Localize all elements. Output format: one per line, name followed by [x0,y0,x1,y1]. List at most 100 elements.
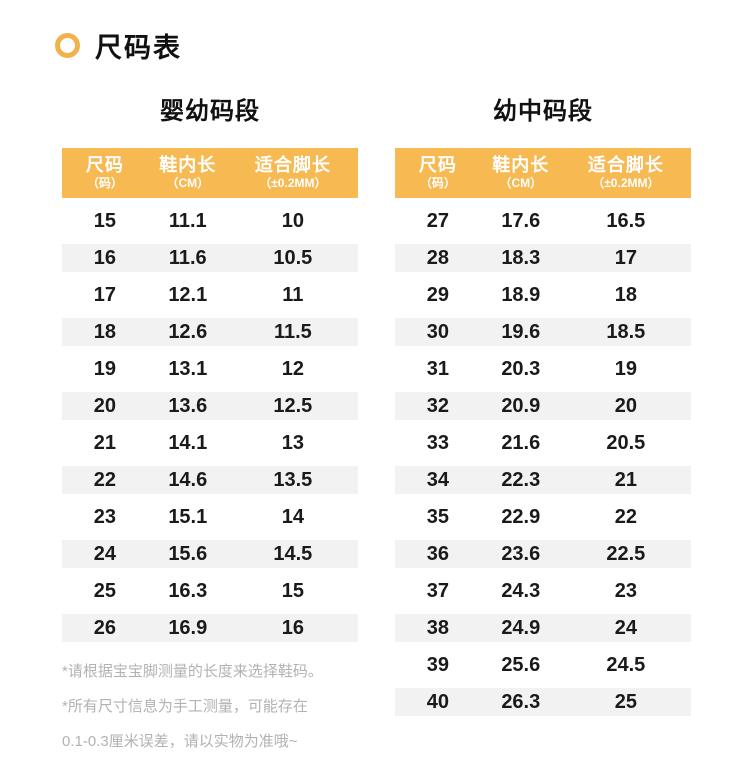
table-row: 29 18.9 18 [395,281,691,309]
size-cell: 25 [93,579,117,602]
foot-length-cell: 13 [281,431,304,454]
size-cell: 18 [93,320,117,343]
size-cell: 39 [426,653,450,676]
size-cell: 16 [93,246,117,269]
inner-length-cell: 11.1 [168,209,207,232]
header-foot-length-sub: （±0.2MM） [259,176,327,190]
table-row: 30 19.6 18.5 [395,318,691,346]
table-title-infant: 婴幼码段 [160,98,260,125]
header-size: 尺码 （码） [62,148,148,198]
size-cell: 17 [93,283,117,306]
size-cell: 29 [426,283,450,306]
header-foot-length-main: 适合脚长 [587,155,664,175]
foot-length-cell: 24 [614,616,637,639]
header-inner-length-main: 鞋内长 [492,155,550,175]
table-title-toddler: 幼中码段 [493,98,593,125]
foot-length-cell: 12.5 [273,394,313,417]
table-row: 39 25.6 24.5 [395,651,691,679]
size-cell: 15 [93,209,117,232]
table-row: 24 15.6 14.5 [62,540,358,568]
foot-length-cell: 22.5 [606,542,646,565]
foot-length-cell: 11 [282,283,304,306]
footnotes: *请根据宝宝脚测量的长度来选择鞋码。 *所有尺寸信息为手工测量，可能存在 0.1… [62,654,402,759]
inner-length-cell: 15.6 [168,542,208,565]
foot-length-cell: 10.5 [273,246,313,269]
table-row: 32 20.9 20 [395,392,691,420]
header-size-main: 尺码 [418,155,457,175]
foot-length-cell: 16 [281,616,304,639]
inner-length-cell: 24.9 [501,616,541,639]
footnote-line: *所有尺寸信息为手工测量，可能存在 [62,698,308,715]
inner-length-cell: 12.1 [168,283,208,306]
size-cell: 19 [93,357,117,380]
foot-length-cell: 10 [281,209,304,232]
inner-length-cell: 15.1 [168,505,208,528]
page-title: 尺码表 [95,33,182,63]
foot-length-cell: 11.5 [273,320,312,343]
toddler-size-column: 幼中码段 尺码 （码） 鞋内长 （CM） 适合脚长 （±0.2MM） 27 17.… [395,99,691,759]
table-row: 33 21.6 20.5 [395,429,691,457]
header-foot-length-main: 适合脚长 [254,155,331,175]
table-row: 35 22.9 22 [395,503,691,531]
inner-length-cell: 17.6 [501,209,541,232]
size-cell: 27 [426,209,450,232]
inner-length-cell: 21.6 [501,431,541,454]
foot-length-cell: 20 [614,394,637,417]
inner-length-cell: 24.3 [501,579,541,602]
footnote-line: 0.1-0.3厘米误差，请以实物为准哦~ [62,733,298,750]
inner-length-cell: 13.6 [168,394,208,417]
size-cell: 32 [426,394,450,417]
inner-length-cell: 14.1 [168,431,208,454]
table-row: 26 16.9 16 [62,614,358,642]
size-cell: 33 [426,431,450,454]
table-row: 16 11.6 10.5 [62,244,358,272]
header-foot-length: 适合脚长 （±0.2MM） [228,148,358,198]
table-row: 31 20.3 19 [395,355,691,383]
header-inner-length-sub: （CM） [499,176,543,190]
inner-length-cell: 14.6 [168,468,208,491]
inner-length-cell: 22.9 [501,505,541,528]
inner-length-cell: 20.3 [501,357,541,380]
inner-length-cell: 18.3 [501,246,541,269]
table-row: 40 26.3 25 [395,688,691,716]
foot-length-cell: 14 [281,505,304,528]
inner-length-cell: 19.6 [501,320,541,343]
header-foot-length: 适合脚长 （±0.2MM） [561,148,691,198]
header-foot-length-sub: （±0.2MM） [592,176,660,190]
inner-length-cell: 25.6 [501,653,541,676]
header-inner-length-main: 鞋内长 [159,155,217,175]
foot-length-cell: 14.5 [273,542,313,565]
table-header-toddler: 尺码 （码） 鞋内长 （CM） 适合脚长 （±0.2MM） [395,148,691,198]
table-row: 19 13.1 12 [62,355,358,383]
inner-length-cell: 12.6 [168,320,208,343]
inner-length-cell: 22.3 [501,468,541,491]
inner-length-cell: 11.6 [168,246,207,269]
header-inner-length-sub: （CM） [166,176,210,190]
header-size-main: 尺码 [85,155,124,175]
table-row: 17 12.1 11 [62,281,358,309]
header-inner-length: 鞋内长 （CM） [481,148,561,198]
foot-length-cell: 17 [614,246,637,269]
table-row: 28 18.3 17 [395,244,691,272]
inner-length-cell: 23.6 [501,542,541,565]
foot-length-cell: 18 [614,283,637,306]
table-row: 27 17.6 16.5 [395,207,691,235]
size-cell: 34 [426,468,450,491]
foot-length-cell: 20.5 [606,431,646,454]
foot-length-cell: 15 [281,579,304,602]
size-cell: 28 [426,246,450,269]
table-row: 38 24.9 24 [395,614,691,642]
size-cell: 37 [426,579,450,602]
section-header: 尺码表 [0,0,750,65]
inner-length-cell: 20.9 [501,394,541,417]
size-cell: 36 [426,542,450,565]
size-cell: 21 [93,431,117,454]
table-row: 34 22.3 21 [395,466,691,494]
table-row: 25 16.3 15 [62,577,358,605]
size-cell: 24 [93,542,117,565]
table-body-toddler: 27 17.6 16.5 28 18.3 17 29 18.9 18 30 19.6 18.5 31 20… [395,207,691,716]
foot-length-cell: 21 [614,468,637,491]
table-row: 36 23.6 22.5 [395,540,691,568]
header-size: 尺码 （码） [395,148,481,198]
foot-length-cell: 13.5 [273,468,313,491]
